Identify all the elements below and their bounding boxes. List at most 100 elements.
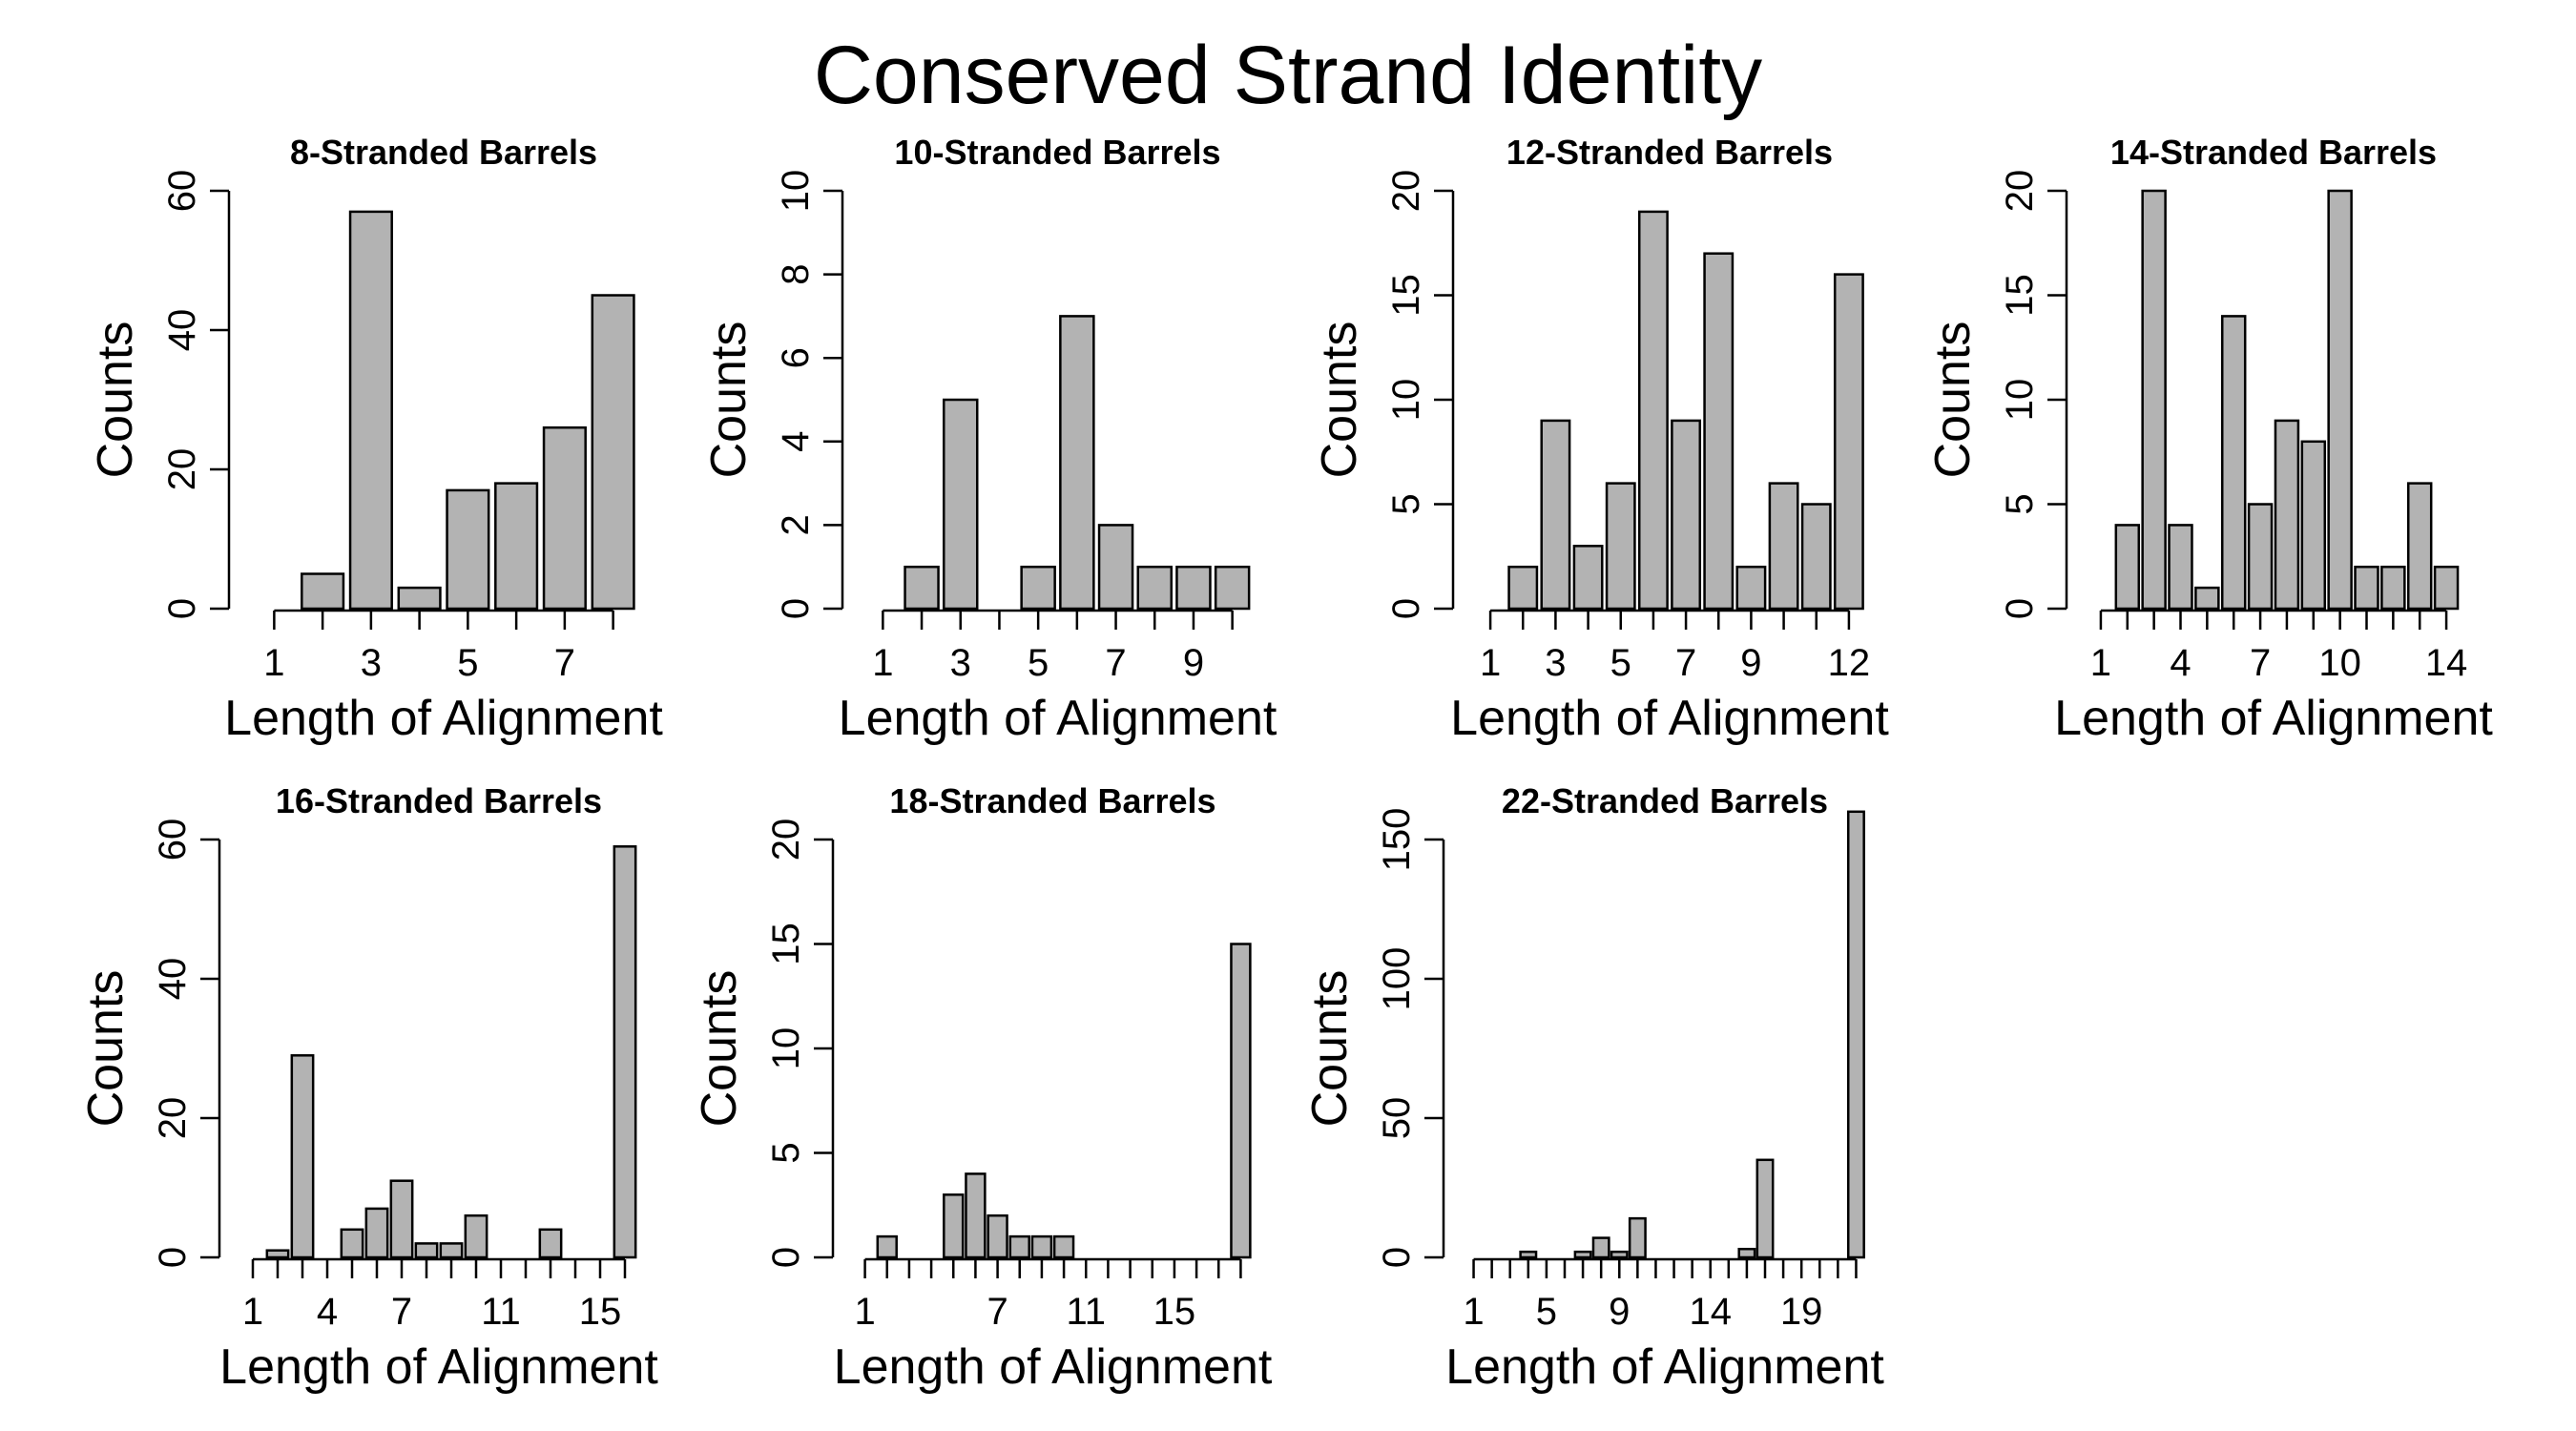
y-tick-label: 15: [1385, 274, 1427, 317]
bar: [446, 488, 490, 611]
bar: [1030, 1234, 1053, 1259]
chart-panel: 8-Stranded Barrels 0 20 40 60 Counts 1 3 5 7 Lengt…: [88, 133, 663, 746]
panel-title: 10-Stranded Barrels: [894, 133, 1220, 172]
y-tick-label: 20: [765, 819, 807, 861]
x-tick-label: 5: [1028, 642, 1049, 684]
y-tick-label: 20: [1385, 170, 1427, 213]
y-tick-label: 4: [775, 431, 817, 452]
bar: [1519, 1250, 1538, 1259]
y-tick-label: 60: [161, 170, 203, 213]
figure-title: Conserved Strand Identity: [814, 30, 1762, 121]
x-tick-label: 7: [1675, 642, 1696, 684]
bar: [340, 1228, 364, 1259]
x-tick-label: 4: [317, 1291, 338, 1333]
bar: [538, 1228, 563, 1259]
y-tick-label: 10: [765, 1027, 807, 1070]
x-tick-label: 7: [554, 642, 575, 684]
bar: [987, 1213, 1008, 1259]
y-tick-label: 0: [1385, 598, 1427, 619]
chart-panel: 12-Stranded Barrels 0 5 10 15 20 Counts 1 3 5 7 9 12…: [1312, 133, 1889, 746]
x-axis-label: Length of Alignment: [1445, 1339, 1884, 1395]
y-tick-label: 40: [152, 958, 194, 1001]
y-tick-label: 5: [1385, 493, 1427, 514]
chart-panel: 22-Stranded Barrels 0 50 100 150 Counts 1 5 9 14 1…: [1302, 781, 1884, 1395]
bar: [290, 1054, 315, 1259]
x-axis-label: Length of Alignment: [224, 691, 663, 746]
bar: [1737, 1247, 1756, 1259]
bar: [1097, 524, 1134, 611]
y-tick-label: 0: [1376, 1247, 1418, 1268]
bar: [2114, 524, 2141, 611]
y-tick-label: 0: [1999, 598, 2041, 619]
bar: [2220, 315, 2247, 611]
bar: [2168, 524, 2193, 611]
bar: [1628, 1216, 1647, 1259]
bar: [2406, 482, 2433, 611]
x-axis-label: Length of Alignment: [1450, 691, 1889, 746]
bar: [2433, 565, 2460, 611]
x-tick-label: 5: [1610, 642, 1631, 684]
x-tick-label: 9: [1609, 1291, 1630, 1333]
bar: [943, 1193, 965, 1259]
bar: [265, 1249, 290, 1259]
x-axis-label: Length of Alignment: [834, 1339, 1273, 1395]
x-tick-label: 11: [1066, 1291, 1106, 1333]
y-tick-label: 15: [765, 923, 807, 965]
y-tick-label: 2: [775, 514, 817, 535]
y-axis-label: Counts: [692, 970, 747, 1128]
x-tick-label: 9: [1740, 642, 1761, 684]
bar: [1847, 810, 1865, 1259]
bar: [1008, 1234, 1030, 1259]
bar: [904, 565, 940, 611]
bar: [2354, 565, 2379, 611]
bar: [1175, 565, 1212, 611]
x-tick-label: 1: [1480, 642, 1501, 684]
y-tick-label: 5: [1999, 493, 2041, 514]
y-tick-label: 0: [161, 598, 203, 619]
x-tick-label: 12: [1828, 642, 1871, 684]
bar: [1768, 482, 1799, 611]
y-tick-label: 20: [161, 448, 203, 491]
x-tick-label: 1: [263, 642, 284, 684]
y-axis-label: Counts: [78, 970, 134, 1128]
x-tick-label: 14: [1689, 1291, 1732, 1333]
bar: [1136, 565, 1173, 611]
y-tick-label: 15: [1999, 274, 2041, 317]
y-axis-label: Counts: [88, 321, 143, 479]
bar: [439, 1242, 464, 1259]
bar: [1671, 419, 1702, 611]
bar: [1059, 315, 1095, 611]
x-tick-label: 9: [1183, 642, 1204, 684]
x-tick-label: 7: [987, 1291, 1008, 1333]
bar: [1020, 565, 1056, 611]
x-tick-label: 7: [2250, 642, 2271, 684]
y-axis-label: Counts: [1312, 321, 1367, 479]
bar: [613, 845, 637, 1259]
bar: [2141, 189, 2167, 611]
y-tick-label: 0: [152, 1247, 194, 1268]
bar: [301, 572, 345, 611]
bar: [1637, 210, 1669, 611]
x-tick-label: 3: [950, 642, 971, 684]
y-tick-label: 150: [1376, 808, 1418, 872]
panel-title: 22-Stranded Barrels: [1502, 781, 1828, 820]
bar: [1755, 1158, 1775, 1259]
bar: [1735, 565, 1767, 611]
x-tick-label: 5: [1536, 1291, 1557, 1333]
y-tick-label: 50: [1376, 1097, 1418, 1140]
bar: [397, 586, 442, 611]
bar: [2194, 586, 2220, 611]
x-axis-label: Length of Alignment: [2054, 691, 2493, 746]
x-tick-label: 3: [1545, 642, 1566, 684]
bar: [542, 425, 587, 611]
bar: [348, 210, 393, 611]
bar: [2327, 189, 2353, 611]
y-tick-label: 6: [775, 347, 817, 368]
bar: [1230, 943, 1252, 1259]
y-tick-label: 10: [1999, 379, 2041, 422]
panel-title: 14-Stranded Barrels: [2110, 133, 2437, 172]
x-tick-label: 1: [1463, 1291, 1484, 1333]
